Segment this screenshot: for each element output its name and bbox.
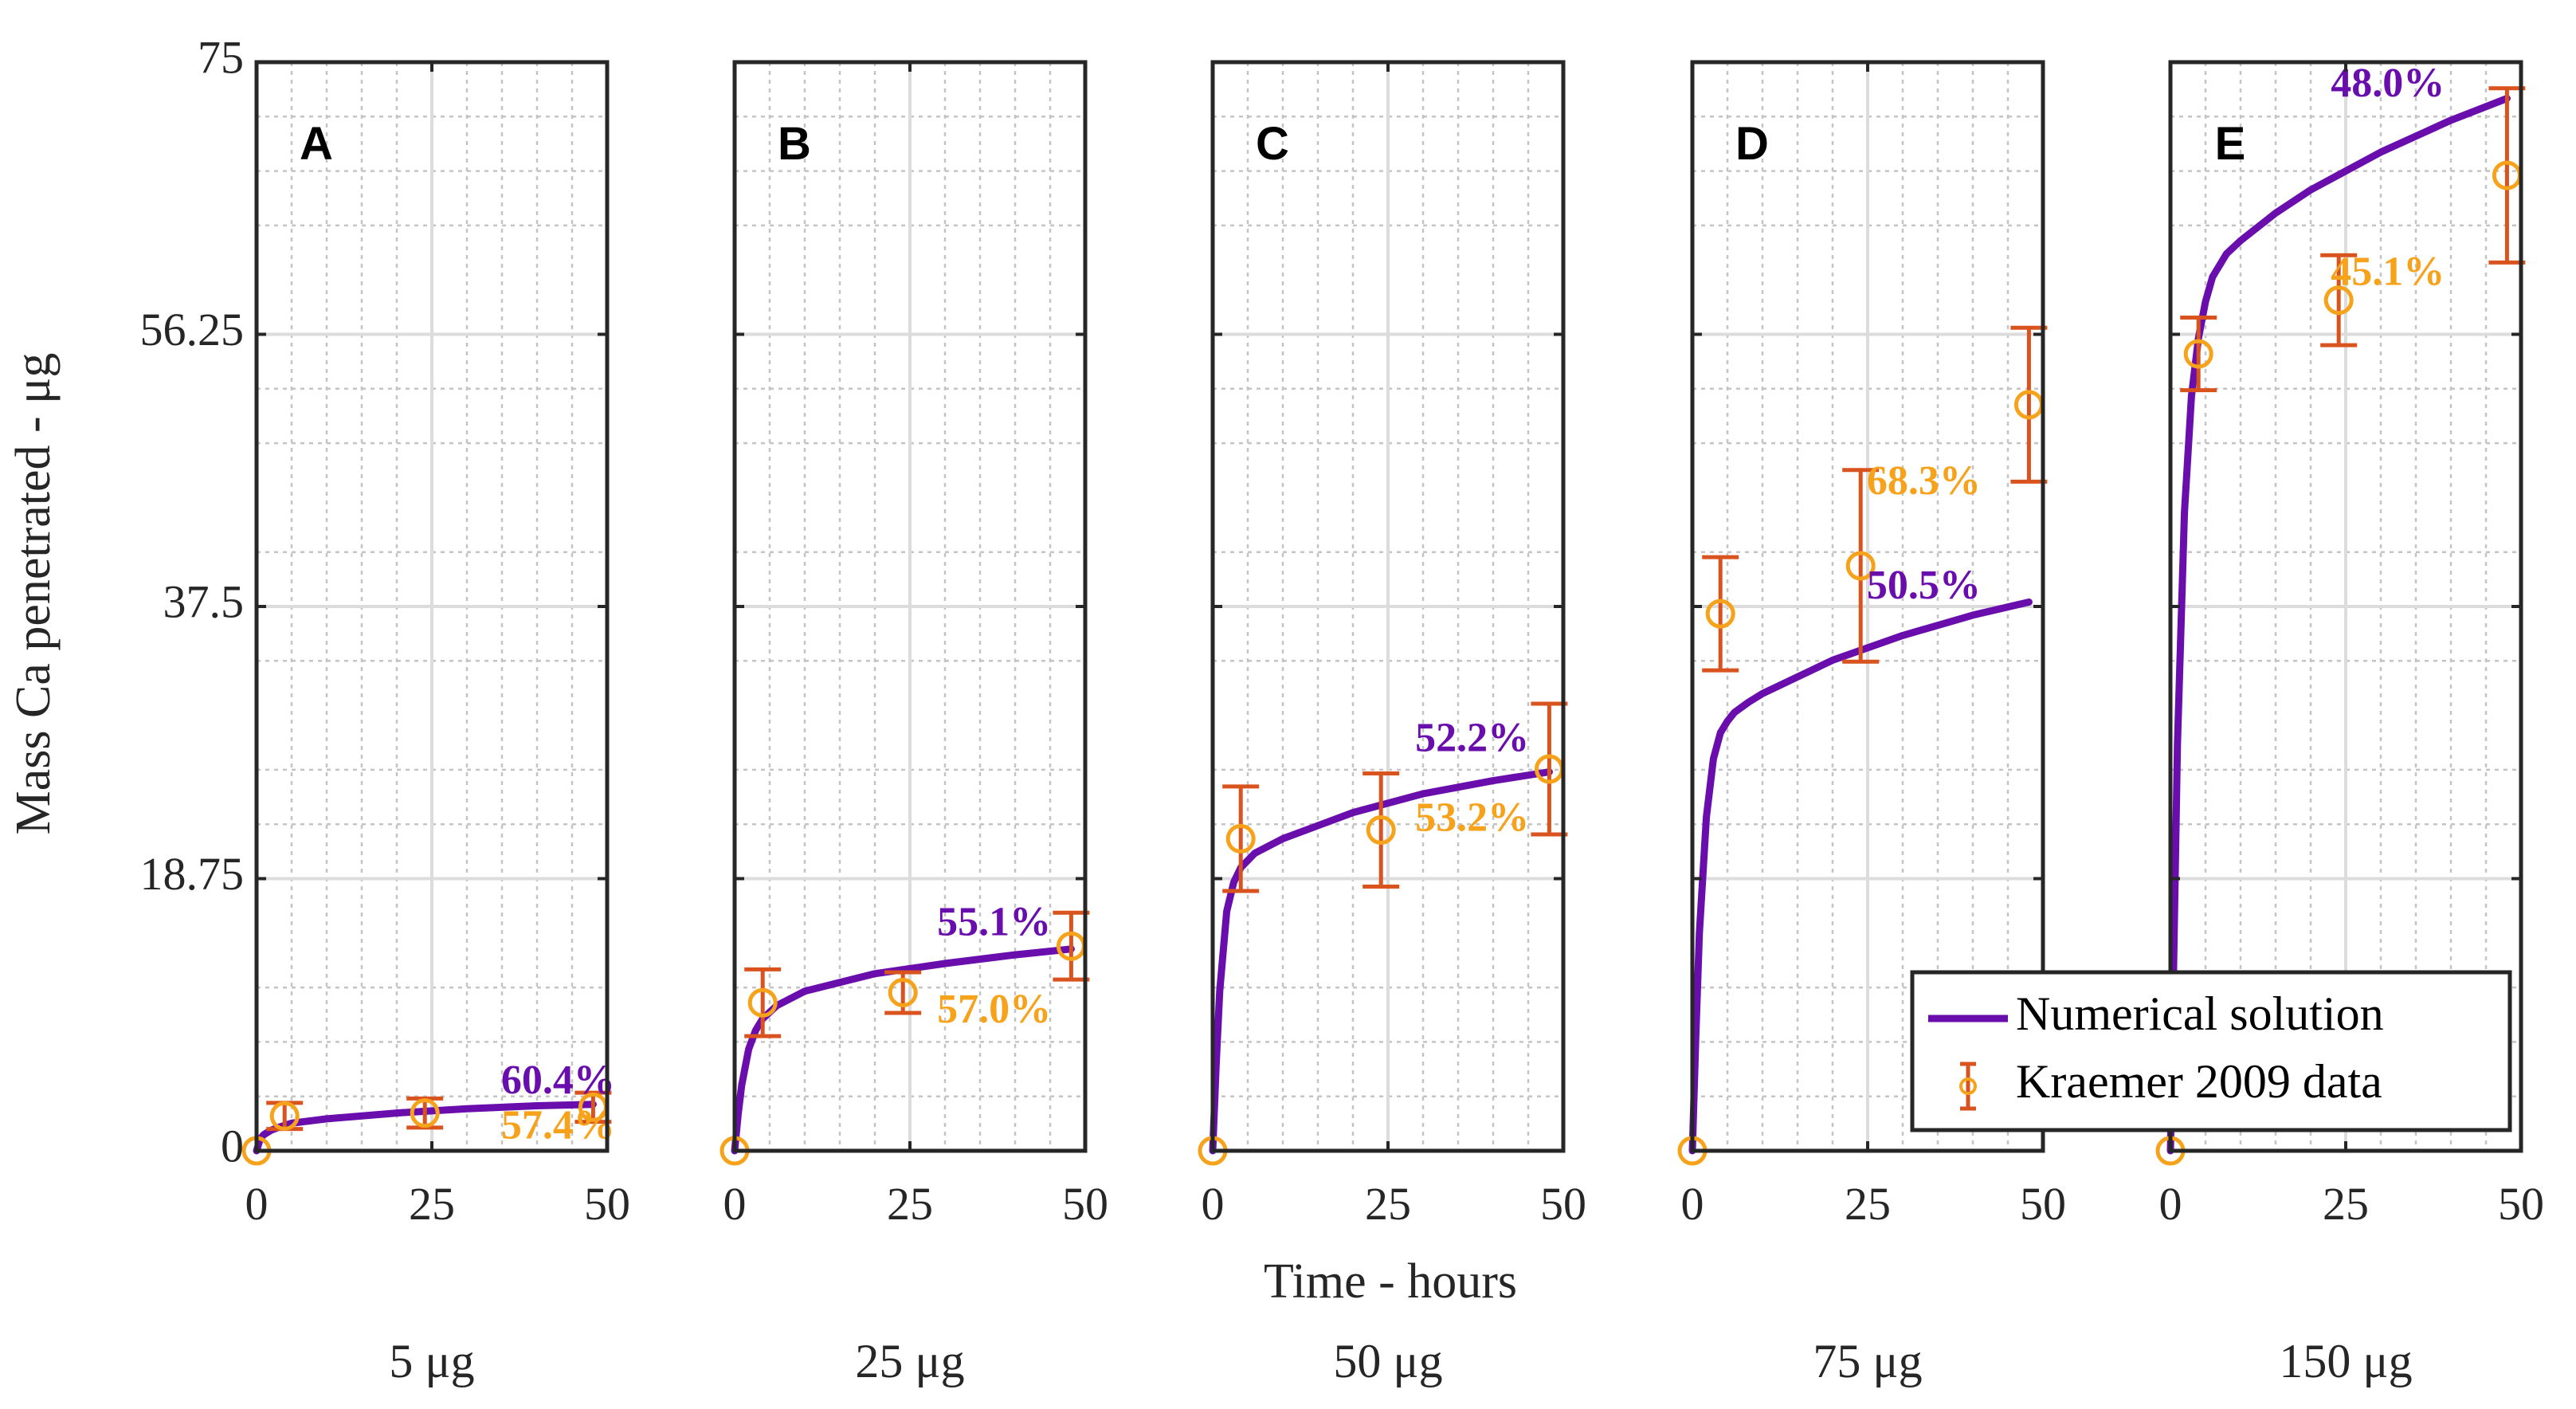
data-marker bbox=[2183, 339, 2213, 369]
legend-swatch-marker bbox=[1959, 1077, 1977, 1095]
kraemer-point bbox=[1222, 784, 1260, 893]
panel-a: 60.4%57.4% 0 18.75 37.5 56.25 75 0 25 50 A 5 μg bbox=[140, 31, 631, 1387]
legend: Numerical solution Kraemer 2009 data bbox=[1910, 970, 2512, 1132]
panel-d: 50.5% 68.3% 0 25 50 D 75 μg bbox=[1677, 60, 2066, 1387]
annotation-numerical: 48.0% bbox=[2331, 61, 2445, 106]
legend-label-kraemer: Kraemer 2009 data bbox=[2016, 1055, 2382, 1108]
x-tick-label: 0 bbox=[245, 1178, 269, 1230]
annotation-kraemer: 53.2% bbox=[1415, 795, 1529, 840]
y-tick-label: 56.25 bbox=[140, 304, 245, 355]
panel-letter: A bbox=[300, 118, 333, 170]
numerical-solution-line bbox=[1688, 599, 2033, 1155]
kraemer-point bbox=[1702, 555, 1739, 673]
annotation-numerical: 55.1% bbox=[937, 900, 1051, 945]
kraemer-point bbox=[884, 970, 922, 1015]
panel-letter: C bbox=[1256, 118, 1289, 170]
numerical-solution-line bbox=[1209, 768, 1553, 1155]
data-marker bbox=[1225, 823, 1256, 854]
major-grid bbox=[1692, 62, 2043, 1151]
x-tick-label: 50 bbox=[1062, 1178, 1108, 1230]
data-marker bbox=[2323, 285, 2354, 316]
panel-c: 52.2% 53.2% 0 25 50 C 50 μg bbox=[1198, 60, 1586, 1387]
y-tick-label: 37.5 bbox=[163, 575, 245, 627]
major-grid bbox=[257, 62, 607, 1151]
x-tick-label: 25 bbox=[1365, 1178, 1411, 1230]
y-tick-label: 18.75 bbox=[140, 848, 245, 900]
panel-letter: E bbox=[2215, 118, 2246, 170]
kraemer-point bbox=[406, 1096, 444, 1130]
annotation-numerical: 60.4% bbox=[501, 1058, 615, 1103]
major-grid bbox=[2170, 62, 2521, 1151]
data-marker bbox=[888, 977, 918, 1007]
panel-e: 48.0% 45.1% 0 25 50 E 150 μg bbox=[2155, 60, 2544, 1387]
annotation-kraemer: 45.1% bbox=[2331, 249, 2445, 295]
x-tick-label: 50 bbox=[2498, 1178, 2544, 1230]
x-tick-label: 0 bbox=[2159, 1178, 2182, 1230]
data-marker bbox=[269, 1101, 300, 1131]
x-tick-label: 50 bbox=[2020, 1178, 2066, 1230]
kraemer-point bbox=[1842, 468, 1880, 664]
panel-letter: D bbox=[1735, 118, 1769, 170]
dose-label: 5 μg bbox=[389, 1335, 474, 1387]
x-tick-label: 25 bbox=[1845, 1178, 1891, 1230]
panel-letter: B bbox=[778, 118, 811, 170]
x-tick-label: 25 bbox=[2323, 1178, 2369, 1230]
data-marker bbox=[747, 987, 778, 1018]
dose-label: 50 μg bbox=[1333, 1335, 1442, 1387]
data-marker bbox=[410, 1098, 440, 1128]
numerical-solution-line bbox=[2166, 95, 2511, 1155]
x-tick-label: 25 bbox=[409, 1178, 455, 1230]
x-tick-label: 50 bbox=[1540, 1178, 1586, 1230]
dose-label: 75 μg bbox=[1813, 1335, 1922, 1387]
kraemer-point bbox=[1362, 771, 1400, 889]
x-tick-label: 0 bbox=[1202, 1178, 1225, 1230]
annotation-numerical: 52.2% bbox=[1415, 715, 1529, 760]
annotation-kraemer: 57.0% bbox=[937, 987, 1051, 1032]
kraemer-point bbox=[266, 1101, 304, 1132]
y-tick-label: 75 bbox=[198, 31, 244, 83]
legend-label-numerical: Numerical solution bbox=[2016, 987, 2384, 1040]
y-tick-label: 0 bbox=[221, 1120, 244, 1172]
kraemer-point bbox=[2180, 316, 2217, 393]
y-axis-label: Mass Ca penetrated - μg bbox=[6, 353, 61, 835]
x-axis-label: Time - hours bbox=[1264, 1254, 1517, 1309]
data-marker bbox=[1845, 551, 1876, 581]
annotation-kraemer: 68.3% bbox=[1867, 458, 1981, 504]
panels: 60.4%57.4% 0 18.75 37.5 56.25 75 0 25 50 A 5 μg 55.… bbox=[140, 31, 2545, 1387]
data-marker bbox=[1366, 814, 1396, 845]
kraemer-point bbox=[2320, 253, 2358, 347]
annotation-numerical: 50.5% bbox=[1867, 563, 1981, 608]
x-tick-label: 25 bbox=[887, 1178, 933, 1230]
panel-b: 55.1% 57.0% 0 25 50 B 25 μg bbox=[719, 60, 1108, 1387]
legend-box bbox=[1910, 970, 2512, 1132]
numerical-solution-line bbox=[253, 1101, 597, 1155]
x-tick-label: 0 bbox=[1681, 1178, 1704, 1230]
dose-label: 25 μg bbox=[855, 1335, 964, 1387]
annotation-kraemer: 57.4% bbox=[501, 1103, 615, 1148]
major-grid bbox=[1213, 62, 1563, 1151]
x-tick-label: 0 bbox=[723, 1178, 747, 1230]
kraemer-point bbox=[744, 967, 782, 1038]
data-marker bbox=[1705, 599, 1735, 629]
dose-label: 150 μg bbox=[2279, 1335, 2412, 1387]
x-tick-label: 50 bbox=[584, 1178, 630, 1230]
